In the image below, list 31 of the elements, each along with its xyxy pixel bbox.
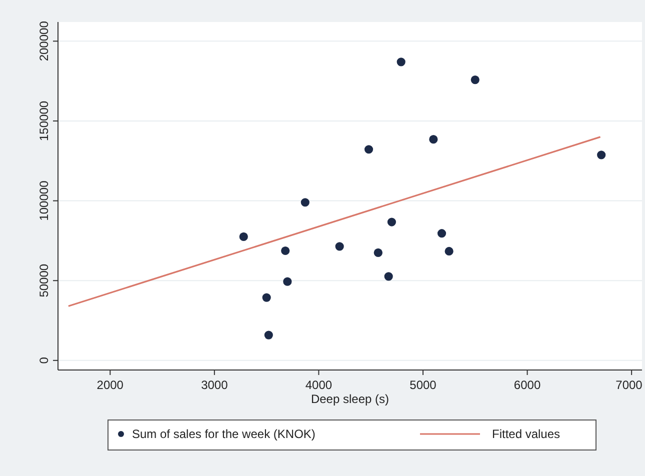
legend-label: Sum of sales for the week (KNOK): [132, 427, 316, 441]
point: [262, 293, 271, 302]
point: [283, 277, 292, 286]
legend-label: Fitted values: [492, 427, 560, 441]
x-tick-label: 7000: [616, 378, 643, 392]
point: [335, 242, 344, 251]
point: [444, 246, 454, 256]
y-tick-label: 200000: [37, 20, 51, 62]
x-axis-title: Deep sleep (s): [310, 392, 390, 406]
x-tick-label: 3000: [201, 378, 228, 392]
point: [470, 75, 480, 84]
y-tick-label: 0: [37, 356, 51, 364]
y-tick-label: 50000: [37, 264, 51, 298]
point: [364, 145, 374, 154]
point: [281, 246, 290, 256]
point: [264, 330, 273, 340]
point: [300, 198, 310, 207]
x-tick-label: 4000: [305, 378, 332, 392]
x-tick-label: 6000: [514, 378, 541, 392]
point: [387, 218, 396, 226]
x-tick-label: 2000: [96, 378, 124, 392]
y-tick-label: 150000: [37, 100, 51, 141]
point: [384, 272, 393, 281]
x-tick-label: 5000: [410, 378, 437, 392]
point: [597, 150, 606, 160]
point: [374, 248, 382, 257]
point: [396, 58, 406, 66]
point: [429, 135, 438, 144]
point: [239, 232, 248, 242]
y-tick-label: 100000: [37, 180, 51, 221]
point: [437, 229, 446, 238]
